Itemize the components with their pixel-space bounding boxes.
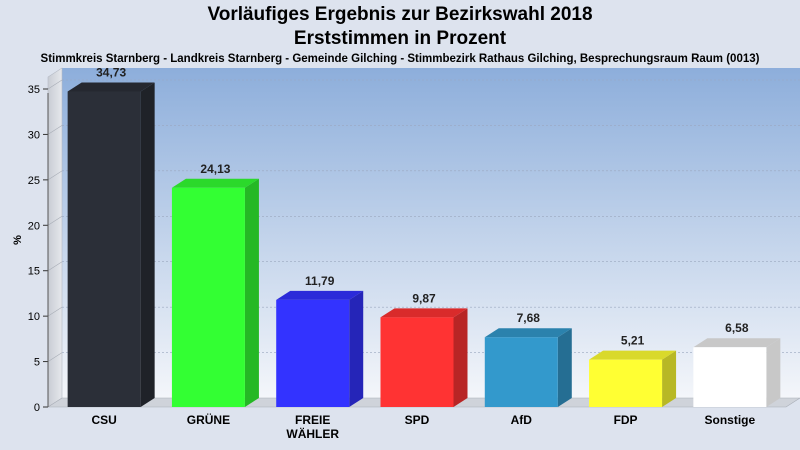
chart-subtitle: Stimmkreis Starnberg - Landkreis Starnbe…	[40, 53, 760, 65]
gridline-side	[47, 170, 63, 181]
y-tick-label: 15	[28, 266, 40, 278]
bar-top	[276, 290, 364, 300]
x-tick-label: FDP	[614, 413, 638, 427]
y-axis-label: %	[12, 235, 24, 245]
data-label: 6,58	[725, 321, 749, 335]
gridline-side	[47, 261, 63, 271]
bar	[171, 187, 245, 407]
bar-top	[693, 338, 781, 348]
x-tick-label: AfD	[511, 413, 533, 427]
y-tick-label: 30	[28, 129, 40, 141]
y-tick-label: 20	[28, 220, 40, 232]
bar-side	[662, 350, 677, 407]
gridline-side	[47, 352, 63, 362]
data-label: 34,73	[96, 65, 126, 79]
bar-top	[484, 328, 572, 338]
bar-side	[766, 338, 781, 407]
x-tick-label: GRÜNE	[187, 412, 230, 427]
bar	[589, 359, 663, 407]
data-label: 24,13	[200, 162, 230, 176]
data-label: 11,79	[305, 274, 335, 288]
y-tick-label: 0	[34, 402, 40, 414]
bar-top	[380, 308, 468, 318]
plot-side-wall	[47, 67, 63, 408]
bar	[67, 91, 141, 408]
y-tick-label: 25	[28, 175, 40, 187]
data-label: 7,68	[517, 311, 541, 325]
bar-side	[349, 290, 364, 407]
bar	[380, 317, 454, 407]
chart-title-line2: Erststimmen in Prozent	[293, 28, 507, 49]
bar	[693, 347, 767, 407]
y-tick-label: 10	[28, 311, 40, 323]
data-label: 9,87	[412, 291, 436, 305]
x-tick-label: FREIE	[295, 413, 330, 427]
bar	[276, 299, 350, 407]
bar-top	[67, 82, 155, 92]
x-tick-label: SPD	[405, 413, 430, 427]
bar-side	[453, 308, 468, 407]
y-tick-label: 5	[34, 357, 40, 369]
y-tick-label: 35	[28, 84, 40, 96]
gridline-side	[47, 306, 63, 317]
bar-side	[244, 178, 259, 407]
x-tick-label: Sonstige	[705, 413, 756, 427]
data-label: 5,21	[621, 334, 645, 348]
chart-title: Vorläufiges Ergebnis zur Bezirkswahl 201…	[207, 4, 593, 25]
bar-side	[557, 328, 572, 407]
bar-top	[171, 178, 259, 188]
gridline-side	[47, 79, 63, 90]
x-tick-label: CSU	[91, 413, 116, 427]
bar-top	[589, 350, 677, 360]
gridline-side	[47, 125, 63, 135]
bar-side	[140, 82, 155, 408]
x-tick-label: WÄHLER	[286, 426, 339, 441]
bar	[484, 337, 558, 407]
gridline-side	[47, 216, 63, 226]
